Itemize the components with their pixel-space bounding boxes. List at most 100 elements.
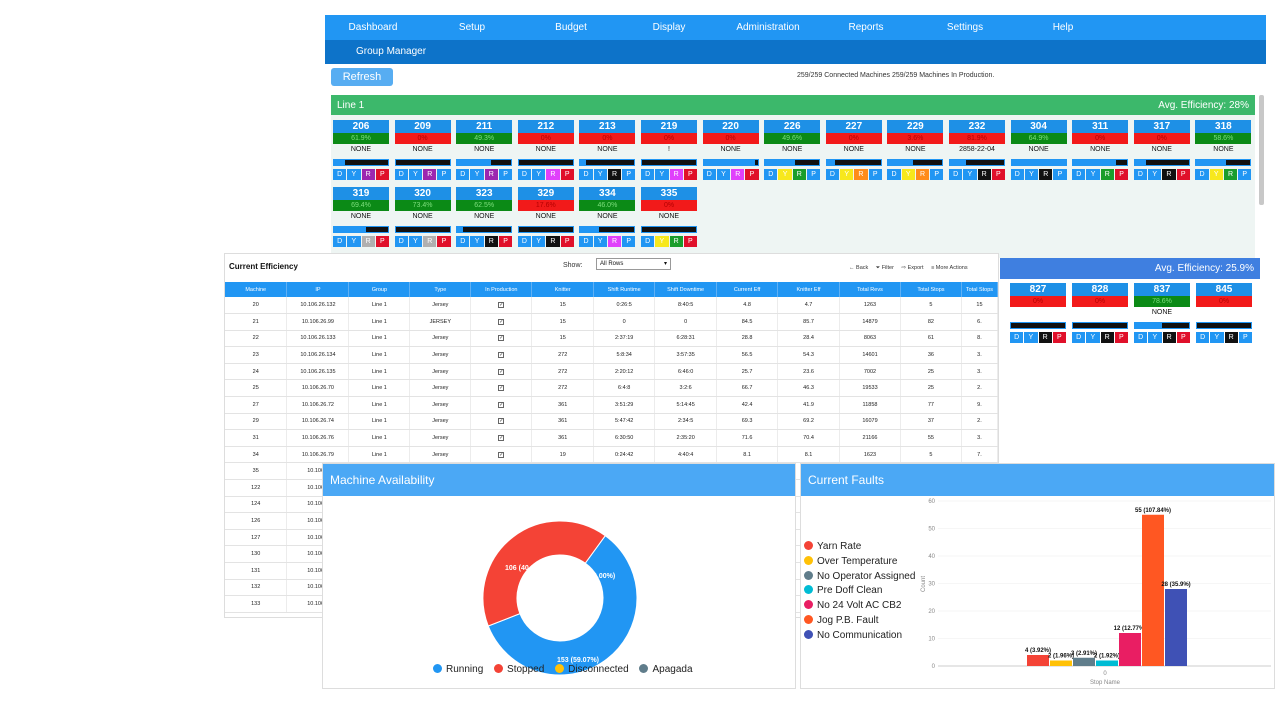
machine-tile-211[interactable]: 211 49.3% NONE D Y R P bbox=[456, 120, 513, 186]
checkbox-icon[interactable]: ✓ bbox=[498, 401, 505, 408]
machine-tile-319[interactable]: 319 69.4% NONE D Y R P bbox=[333, 187, 389, 253]
machine-tile-304[interactable]: 304 64.9% NONE D Y R P bbox=[1010, 120, 1067, 186]
legend-stopped[interactable]: Stopped bbox=[494, 664, 544, 675]
checkbox-icon[interactable]: ✓ bbox=[498, 318, 505, 325]
pie-slice-stopped[interactable] bbox=[482, 520, 606, 627]
nav-settings[interactable]: Settings bbox=[946, 22, 984, 33]
nav-dashboard[interactable]: Dashboard bbox=[348, 22, 398, 33]
column-header[interactable]: Knitter bbox=[531, 282, 595, 297]
fault-bar[interactable] bbox=[1073, 657, 1095, 666]
nav-budget[interactable]: Budget bbox=[555, 22, 587, 33]
machine-tile-828[interactable]: 828 0% D Y R P bbox=[1072, 283, 1128, 349]
checkbox-icon[interactable]: ✓ bbox=[498, 302, 505, 309]
column-header[interactable]: Knitter Eff bbox=[777, 282, 841, 297]
nav-group-manager[interactable]: Group Manager bbox=[356, 46, 427, 57]
column-header[interactable]: IP bbox=[286, 282, 350, 297]
table-row[interactable]: 22 10.106.26.133 Line 1 Jersey ✓ 15 2:37:19 6:2… bbox=[225, 330, 998, 348]
fault-bar[interactable] bbox=[1119, 633, 1141, 666]
machine-tile-323[interactable]: 323 62.5% NONE D Y R P bbox=[456, 187, 513, 253]
table-row[interactable]: 34 10.106.26.79 Line 1 Jersey ✓ 19 0:24:42 4:40… bbox=[225, 446, 998, 464]
machine-tile-329[interactable]: 329 17.6% NONE D Y R P bbox=[517, 187, 574, 253]
table-row[interactable]: 31 10.106.26.76 Line 1 Jersey ✓ 361 6:30:50 2:3… bbox=[225, 429, 998, 447]
table-row[interactable]: 20 10.106.26.132 Line 1 Jersey ✓ 15 0:26:5 8:40… bbox=[225, 297, 998, 315]
column-header[interactable]: In Production bbox=[470, 282, 533, 297]
machine-tile-212[interactable]: 212 0% NONE D Y R P bbox=[517, 120, 574, 186]
fault-legend-item[interactable]: Over Temperature bbox=[804, 555, 915, 571]
checkbox-icon[interactable]: ✓ bbox=[498, 368, 505, 375]
table-row[interactable]: 21 10.106.26.99 Line 1 JERSEY ✓ 15 0 0 84.5 85.7 1… bbox=[225, 313, 998, 331]
machine-tile-220[interactable]: 220 0% NONE D Y R P bbox=[702, 120, 759, 186]
machine-efficiency: 81.9% bbox=[949, 133, 1005, 144]
checkbox-icon[interactable]: ✓ bbox=[498, 451, 505, 458]
fault-legend-item[interactable]: Jog P.B. Fault bbox=[804, 614, 915, 630]
table-cell: 82 bbox=[900, 313, 962, 331]
fault-bar[interactable] bbox=[1096, 660, 1118, 667]
machine-tile-226[interactable]: 226 49.6% NONE D Y R P bbox=[764, 120, 821, 186]
filter-button[interactable]: ⏷ Filter bbox=[875, 265, 894, 271]
machine-tile-334[interactable]: 334 46.0% NONE D Y R P bbox=[579, 187, 636, 253]
machine-tile-317[interactable]: 317 0% NONE D Y R P bbox=[1133, 120, 1190, 186]
more-actions-button[interactable]: ≡ More Actions bbox=[931, 265, 968, 271]
checkbox-icon[interactable]: ✓ bbox=[498, 435, 505, 442]
machine-tile-320[interactable]: 320 73.4% NONE D Y R P bbox=[394, 187, 451, 253]
fault-bar[interactable] bbox=[1165, 589, 1187, 666]
fault-legend-item[interactable]: No Communication bbox=[804, 629, 915, 645]
checkbox-icon[interactable]: ✓ bbox=[498, 385, 505, 392]
table-cell: Line 1 bbox=[348, 363, 411, 381]
nav-display[interactable]: Display bbox=[652, 22, 686, 33]
back-button[interactable]: ← Back bbox=[849, 265, 869, 271]
column-header[interactable]: Total Stops bbox=[961, 282, 998, 297]
pie-slice-running[interactable] bbox=[487, 535, 638, 676]
fault-legend-item[interactable]: No 24 Volt AC CB2 bbox=[804, 600, 915, 615]
table-row[interactable]: 27 10.106.26.72 Line 1 Jersey ✓ 361 3:51:29 5:1… bbox=[225, 396, 998, 414]
refresh-button[interactable]: Refresh bbox=[331, 68, 393, 86]
machine-tile-845[interactable]: 845 0% D Y R P bbox=[1196, 283, 1252, 349]
machine-tile-827[interactable]: 827 0% D Y R P bbox=[1010, 283, 1066, 349]
column-header[interactable]: Shift Runtime bbox=[593, 282, 656, 297]
show-rows-select[interactable]: All Rows ▾ bbox=[596, 258, 671, 270]
column-header[interactable]: Shift Downtime bbox=[654, 282, 718, 297]
column-header[interactable]: Total Revs bbox=[839, 282, 901, 297]
legend-disconnected[interactable]: Disconnected bbox=[555, 664, 629, 675]
table-row[interactable]: 23 10.106.26.134 Line 1 Jersey ✓ 272 5:8:34 3:5… bbox=[225, 346, 998, 364]
nav-administration[interactable]: Administration bbox=[736, 22, 800, 33]
fault-bar[interactable] bbox=[1142, 514, 1164, 666]
column-header[interactable]: Group bbox=[348, 282, 411, 297]
machine-tile-335[interactable]: 335 0% NONE D Y R P bbox=[641, 187, 697, 253]
machine-tile-318[interactable]: 318 58.6% NONE D Y R P bbox=[1195, 120, 1252, 186]
checkbox-icon[interactable]: ✓ bbox=[498, 335, 505, 342]
table-row[interactable]: 29 10.106.26.74 Line 1 Jersey ✓ 361 5:47:42 2:3… bbox=[225, 413, 998, 431]
checkbox-icon[interactable]: ✓ bbox=[498, 418, 505, 425]
table-row[interactable]: 25 10.106.26.70 Line 1 Jersey ✓ 272 6:4:8 3:2:6… bbox=[225, 379, 998, 398]
fault-bar[interactable] bbox=[1050, 660, 1072, 667]
nav-reports[interactable]: Reports bbox=[848, 22, 884, 33]
machine-tile-227[interactable]: 227 0% NONE D Y R P bbox=[825, 120, 882, 186]
machine-tile-209[interactable]: 209 0% NONE D Y R P bbox=[394, 120, 451, 186]
machine-status: NONE bbox=[1151, 309, 1173, 316]
column-header[interactable]: Current Eff bbox=[716, 282, 779, 297]
vertical-scrollbar[interactable] bbox=[1259, 95, 1264, 205]
machine-tile-229[interactable]: 229 3.6% NONE D Y R P bbox=[887, 120, 944, 186]
export-button[interactable]: ⇨ Export bbox=[901, 265, 924, 271]
column-header[interactable]: Total Stops bbox=[900, 282, 962, 297]
machine-tile-206[interactable]: 206 61.9% NONE D Y R P bbox=[333, 120, 389, 186]
nav-setup[interactable]: Setup bbox=[458, 22, 486, 33]
machine-status: NONE bbox=[1090, 146, 1111, 153]
machine-tile-219[interactable]: 219 0%! D Y R P bbox=[641, 120, 697, 186]
machine-tile-837[interactable]: 837 78.6% NONE D Y R P bbox=[1134, 283, 1190, 349]
machine-tile-311[interactable]: 311 0% NONE D Y R P bbox=[1072, 120, 1129, 186]
column-header[interactable]: Machine bbox=[225, 282, 288, 297]
fault-bar[interactable] bbox=[1027, 655, 1049, 666]
legend-apagada[interactable]: Apagada bbox=[639, 664, 693, 675]
fault-legend-item[interactable]: Pre Doff Clean bbox=[804, 585, 915, 600]
fault-legend-item[interactable]: Yarn Rate bbox=[804, 541, 915, 556]
nav-help[interactable]: Help bbox=[1052, 22, 1074, 33]
machine-tile-213[interactable]: 213 0% NONE D Y R P bbox=[579, 120, 636, 186]
fault-legend-item[interactable]: No Operator Assigned bbox=[804, 570, 915, 586]
column-header[interactable]: Type bbox=[409, 282, 472, 297]
machine-tile-232[interactable]: 232 81.9% 2858-22-04 D Y R P bbox=[949, 120, 1005, 186]
legend-running[interactable]: Running bbox=[433, 664, 483, 675]
table-row[interactable]: 24 10.106.26.135 Line 1 Jersey ✓ 272 2:20:12 6:… bbox=[225, 363, 998, 381]
checkbox-icon[interactable]: ✓ bbox=[498, 352, 505, 359]
